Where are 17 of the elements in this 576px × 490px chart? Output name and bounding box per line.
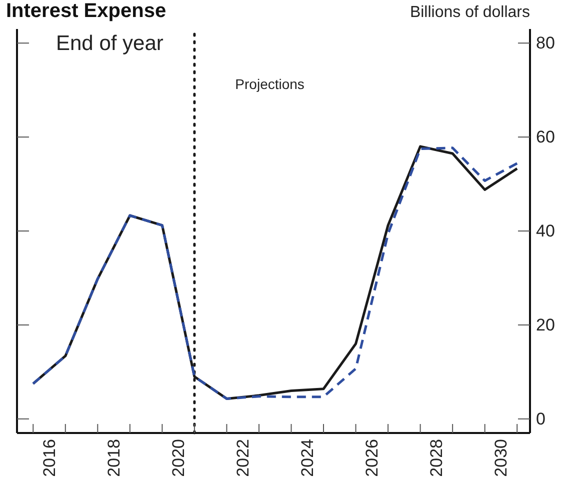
x-tick-label: 2028	[426, 439, 446, 477]
x-tick-label: 2030	[491, 439, 510, 477]
y-tick-label: 20	[536, 315, 555, 334]
x-tick-label: 2018	[104, 439, 124, 477]
x-tick-label: 2020	[168, 439, 188, 477]
annotation: End of year	[56, 32, 164, 56]
x-tick-label: 2026	[362, 439, 382, 477]
x-tick-label: 2016	[40, 439, 59, 477]
y-tick-label: 0	[536, 409, 546, 428]
x-tick-label: 2022	[233, 439, 252, 477]
y-tick-label: 40	[536, 222, 555, 240]
chart-title: Interest Expense	[6, 0, 166, 22]
y-tick-label: 80	[536, 34, 555, 53]
y-tick-label: 60	[536, 128, 555, 147]
y-axis-title: Billions of dollars	[410, 4, 530, 22]
ref-line-label: Projections	[235, 76, 304, 92]
x-tick-label: 2024	[298, 439, 317, 477]
